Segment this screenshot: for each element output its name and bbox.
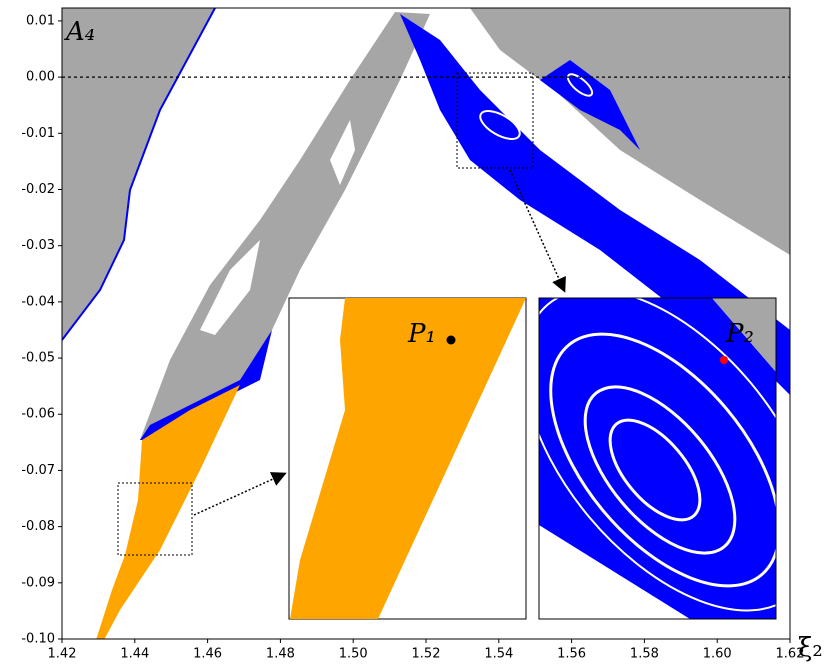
zoom-box: [117, 482, 193, 556]
x-tick-label: 1.44: [120, 647, 149, 662]
region-white-hole: [566, 73, 594, 97]
region-blue-edge: [62, 8, 216, 341]
y-tick-label: -0.06: [21, 407, 55, 422]
y-tick-label: -0.04: [21, 294, 55, 309]
x-axis-label: ξ₂: [798, 633, 823, 663]
y-tick-label: -0.07: [21, 463, 55, 478]
inset: P₂: [538, 297, 777, 620]
region-white-hole: [330, 120, 355, 185]
region-white-hole: [479, 110, 521, 140]
x-tick-label: 1.42: [48, 647, 77, 662]
x-tick-label: 1.52: [412, 647, 441, 662]
y-tick-label: -0.08: [21, 519, 55, 534]
annotation: A₄: [64, 17, 95, 47]
y-tick-label: -0.03: [21, 238, 55, 253]
point-p1: [446, 335, 456, 345]
x-tick-label: 1.54: [484, 647, 513, 662]
annotation: P₂: [725, 319, 754, 349]
point-p2: [720, 356, 728, 364]
y-tick-label: 0.01: [26, 13, 55, 28]
inset: P₁: [288, 297, 527, 620]
inset-region: [539, 298, 776, 619]
inset-region: [290, 298, 526, 619]
x-tick-label: 1.50: [339, 647, 368, 662]
inset-region: [712, 298, 776, 372]
y-tick-label: -0.05: [21, 351, 55, 366]
y-tick-label: -0.02: [21, 182, 55, 197]
region-blue: [540, 60, 640, 150]
region-blue: [140, 330, 272, 440]
x-tick-label: 1.58: [630, 647, 659, 662]
x-tick-label: 1.60: [703, 647, 732, 662]
x-tick-label: 1.48: [266, 647, 295, 662]
region-orange: [96, 385, 240, 639]
x-tick-label: 1.46: [193, 647, 222, 662]
x-tick-label: 1.56: [557, 647, 586, 662]
y-tick-label: 0.00: [26, 70, 55, 85]
inset-holes: [539, 298, 776, 612]
zoom-box: [456, 72, 534, 169]
zoom-arrow: [509, 169, 566, 293]
region-white-hole: [200, 240, 260, 335]
region-gray: [62, 8, 215, 340]
zoom-arrow: [193, 472, 287, 516]
annotation: P₁: [407, 319, 436, 349]
y-tick-label: -0.09: [21, 575, 55, 590]
y-tick-label: -0.01: [21, 126, 55, 141]
x-tick-label: 1.62: [776, 647, 805, 662]
y-tick-label: -0.10: [21, 632, 55, 647]
